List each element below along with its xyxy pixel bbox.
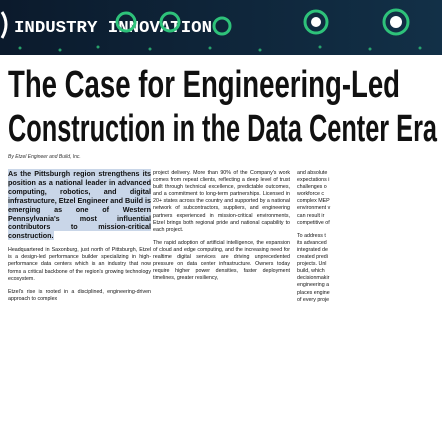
- paragraph: To address t its advanced integrated de cre…: [297, 233, 442, 304]
- text-line: places engine: [297, 289, 330, 296]
- banner-label: INDUSTRY INNOVATION: [14, 19, 212, 38]
- column: As the Pittsburgh region strengthens its…: [8, 169, 151, 309]
- text-line: integrated de: [297, 246, 328, 253]
- text-line: its advanced: [297, 239, 327, 246]
- lead: As the Pittsburgh region strengthens its…: [8, 169, 151, 241]
- banner: INDUSTRY INNOVATION: [0, 0, 442, 55]
- text-line: challenges o: [297, 184, 327, 191]
- text-line: created predi: [297, 254, 328, 261]
- byline: By Etzel Engineer and Build, Inc.: [8, 154, 81, 160]
- text-line: To address t: [297, 232, 326, 239]
- paragraph: Etzel's rise is rooted in a disciplined,…: [8, 288, 151, 302]
- column: and absolute expectations i challenges o wo…: [297, 170, 442, 310]
- title-block: The Case for Engineering-Led Constructio…: [8, 64, 438, 150]
- paragraph: The rapid adoption of artificial intelli…: [153, 239, 290, 282]
- text-line: projects. Unl: [297, 261, 327, 268]
- paragraph: Headquartered in Saxonburg, just north o…: [8, 247, 151, 282]
- text-line: competitive of: [297, 219, 330, 226]
- text-line: decisionmakir: [297, 275, 330, 282]
- lead-text: As the Pittsburgh region strengthens its…: [8, 169, 151, 241]
- text-line: environment v: [297, 205, 331, 212]
- text-line: engineering a: [297, 282, 330, 289]
- text-line: complex MEP: [297, 198, 330, 205]
- text-line: workforce c: [297, 191, 325, 198]
- text-line: of every proje: [297, 296, 330, 303]
- text-line: expectations i: [297, 177, 330, 184]
- paragraph: and absolute expectations i challenges o wo…: [297, 170, 442, 227]
- title-line: The Case for Engineering-Led: [8, 64, 400, 106]
- text-line: can result ir: [297, 212, 325, 219]
- title-line: Construction in the Data Center Era: [8, 108, 438, 150]
- text-line: build, which: [297, 268, 325, 275]
- text-line: and absolute: [297, 170, 328, 176]
- paragraph: project delivery. More than 90% of the C…: [153, 170, 290, 233]
- column: project delivery. More than 90% of the C…: [153, 170, 290, 288]
